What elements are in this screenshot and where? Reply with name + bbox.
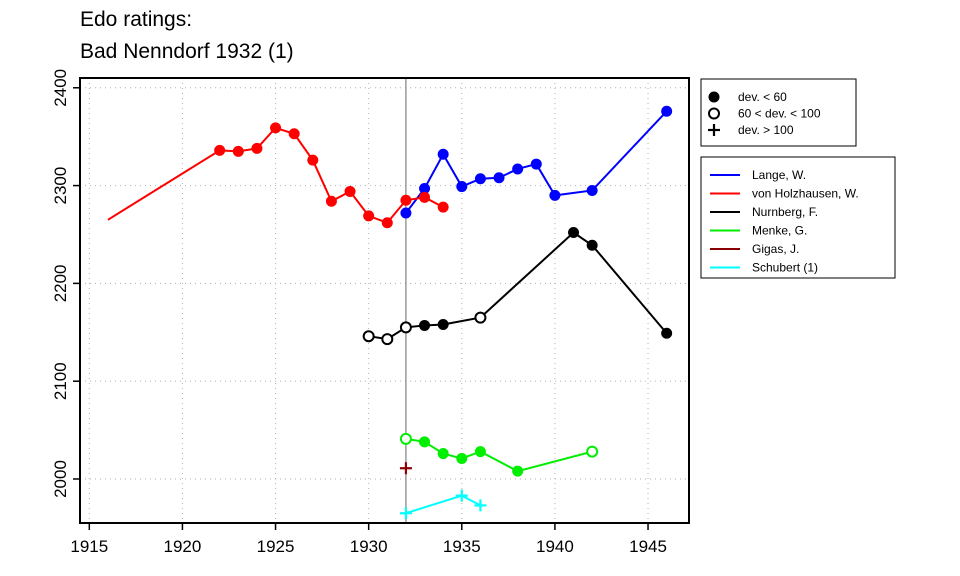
data-point <box>399 432 412 445</box>
data-point <box>437 201 449 213</box>
data-point <box>456 181 468 193</box>
data-point <box>419 191 431 203</box>
series-lange-w- <box>400 105 673 219</box>
series-von-holzhausen-w- <box>107 122 449 229</box>
series-legend-label: von Holzhausen, W. <box>752 187 859 201</box>
x-tick-label: 1940 <box>536 537 574 556</box>
data-point <box>549 189 561 201</box>
data-point <box>437 448 449 460</box>
marker-legend: dev. < 60 60 < dev. < 100 dev. > 100 <box>700 78 857 147</box>
marker-legend-label: dev. > 100 <box>738 123 794 137</box>
x-tick-label: 1945 <box>629 537 667 556</box>
x-tick-label: 1920 <box>164 537 202 556</box>
y-tick-label: 2400 <box>51 69 70 107</box>
series-legend: Lange, W. von Holzhausen, W. Nurnberg, F. M… <box>700 156 896 279</box>
data-point <box>363 210 375 222</box>
data-point <box>288 128 300 140</box>
plot-frame <box>79 77 690 524</box>
data-point <box>474 499 487 512</box>
series-legend-label: Schubert (1) <box>752 261 818 275</box>
data-point <box>437 148 449 160</box>
data-point <box>381 217 393 229</box>
x-tick-label: 1935 <box>443 537 481 556</box>
data-point <box>512 163 524 175</box>
series-menke-g- <box>399 432 599 477</box>
series-line <box>368 231 668 341</box>
data-point <box>474 173 486 185</box>
series-schubert-1- <box>399 489 487 520</box>
series-gigas-j- <box>399 462 412 475</box>
data-point <box>474 446 486 458</box>
data-point <box>381 333 394 346</box>
data-point <box>399 462 412 475</box>
data-point <box>586 239 598 251</box>
series-nurnberg-f- <box>362 227 673 346</box>
data-point <box>400 194 412 206</box>
series-line <box>405 494 481 515</box>
series-legend-label: Menke, G. <box>752 224 807 238</box>
chart-title-line-1: Edo ratings: <box>80 8 193 31</box>
x-tick-label: 1930 <box>350 537 388 556</box>
chart-title-line-2: Bad Nenndorf 1932 (1) <box>80 40 294 63</box>
series-legend-label: Lange, W. <box>752 168 806 182</box>
x-tick-label: 1915 <box>70 537 108 556</box>
data-point <box>437 318 449 330</box>
series-legend-label: Nurnberg, F. <box>752 205 818 219</box>
data-point <box>474 311 487 324</box>
data-point <box>530 158 542 170</box>
marker-legend-box <box>700 78 857 147</box>
data-point <box>512 465 524 477</box>
data-point <box>419 319 431 331</box>
axes: 1915 1920 1925 1930 1935 1940 1945 2000 2100 2200… <box>51 69 667 556</box>
y-tick-label: 2200 <box>51 264 70 302</box>
data-point <box>661 327 673 339</box>
y-tick-label: 2300 <box>51 167 70 205</box>
data-point <box>251 142 263 154</box>
data-point <box>586 184 598 196</box>
series-legend-box <box>700 156 896 279</box>
data-point <box>419 436 431 448</box>
data-point <box>270 122 282 134</box>
data-point <box>362 330 375 343</box>
data-point <box>344 185 356 197</box>
data-point <box>399 507 412 520</box>
grid-lines <box>80 78 689 523</box>
marker-legend-label: 60 < dev. < 100 <box>738 107 821 121</box>
data-point <box>455 489 468 502</box>
data-point <box>661 105 673 117</box>
x-tick-label: 1925 <box>257 537 295 556</box>
series-line <box>405 437 593 473</box>
data-point <box>307 154 319 166</box>
marker-legend-symbol <box>708 124 720 136</box>
data-point <box>493 172 505 184</box>
marker-legend-label: dev. < 60 <box>738 90 787 104</box>
data-point <box>456 452 468 464</box>
y-tick-label: 2000 <box>51 460 70 498</box>
data-point <box>325 195 337 207</box>
y-tick-label: 2100 <box>51 362 70 400</box>
series-legend-label: Gigas, J. <box>752 242 799 256</box>
marker-legend-symbol <box>708 107 720 120</box>
data-point <box>568 227 580 239</box>
data-point <box>399 321 412 334</box>
data-point <box>232 145 244 157</box>
series-layer <box>107 105 673 520</box>
data-point <box>586 445 599 458</box>
data-point <box>214 144 226 156</box>
marker-legend-symbol <box>708 91 720 103</box>
data-point <box>400 207 412 219</box>
